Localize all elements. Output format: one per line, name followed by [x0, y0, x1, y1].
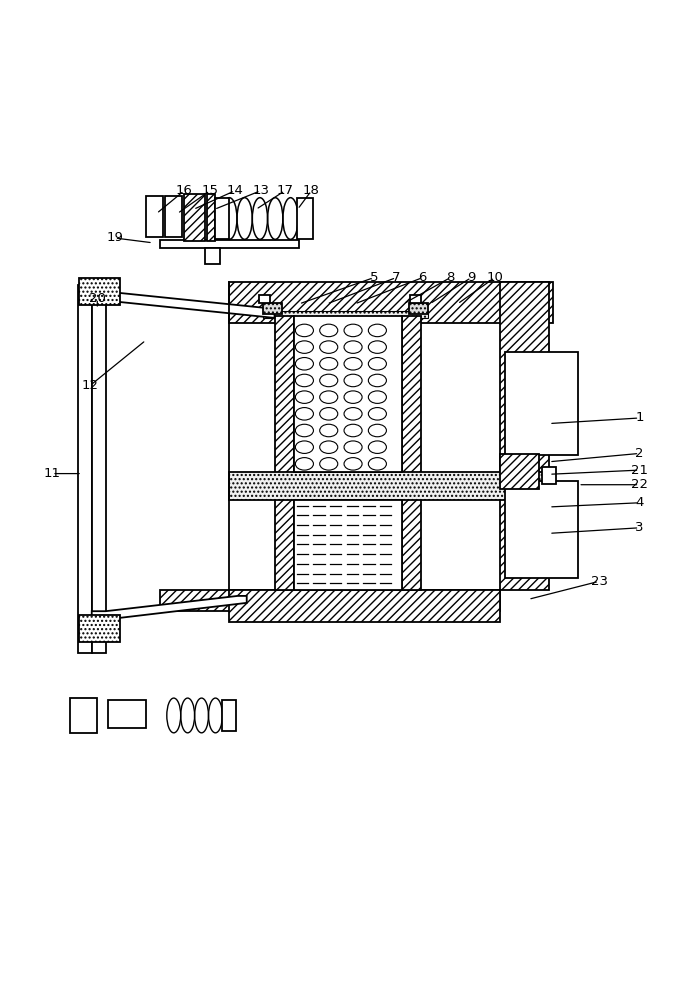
Bar	[505, 481, 578, 578]
Text: 18: 18	[303, 184, 320, 197]
Bar	[275, 316, 294, 590]
Bar	[263, 311, 428, 318]
Bar	[294, 500, 402, 590]
Text: 19: 19	[106, 231, 123, 244]
Bar	[410, 295, 421, 303]
Text: 7: 7	[392, 271, 400, 284]
Text: 10: 10	[486, 271, 503, 284]
Text: 9: 9	[467, 271, 475, 284]
Text: 23: 23	[591, 575, 607, 588]
Text: 11: 11	[44, 467, 60, 480]
Bar	[259, 295, 270, 303]
Bar	[79, 278, 120, 305]
Bar	[215, 198, 229, 239]
Bar	[70, 698, 97, 733]
Text: 20: 20	[89, 292, 106, 305]
Bar	[205, 248, 220, 264]
Bar	[79, 615, 120, 642]
Text: 21: 21	[631, 464, 648, 477]
Bar	[78, 285, 92, 653]
Bar	[160, 240, 299, 248]
Bar	[505, 352, 578, 455]
Text: 8: 8	[446, 271, 455, 284]
Text: 14: 14	[227, 184, 243, 197]
Text: 6: 6	[418, 271, 427, 284]
Text: 4: 4	[635, 496, 644, 509]
Bar	[500, 454, 539, 489]
Polygon shape	[92, 596, 247, 620]
Text: 13: 13	[252, 184, 269, 197]
Text: 22: 22	[631, 478, 648, 491]
Bar	[229, 472, 555, 500]
Bar	[263, 303, 282, 314]
Bar	[165, 196, 182, 237]
Bar	[500, 282, 549, 590]
Bar	[297, 198, 313, 239]
Text: 12: 12	[82, 379, 99, 392]
Bar	[160, 590, 500, 611]
Text: 5: 5	[370, 271, 378, 284]
Text: 17: 17	[277, 184, 293, 197]
Text: 3: 3	[635, 521, 644, 534]
Bar	[229, 590, 500, 622]
Bar	[294, 316, 402, 472]
Text: 16: 16	[176, 184, 193, 197]
Bar	[146, 196, 163, 237]
Text: 2: 2	[635, 447, 644, 460]
Bar	[229, 282, 553, 323]
Bar	[409, 303, 428, 314]
Text: 15: 15	[202, 184, 218, 197]
Bar	[184, 194, 205, 241]
Text: 1: 1	[635, 411, 644, 424]
Polygon shape	[92, 292, 275, 318]
Bar	[92, 285, 106, 653]
Bar	[108, 700, 146, 728]
Bar	[542, 467, 556, 484]
Bar	[207, 194, 215, 241]
Bar	[222, 700, 236, 731]
Bar	[402, 316, 421, 590]
